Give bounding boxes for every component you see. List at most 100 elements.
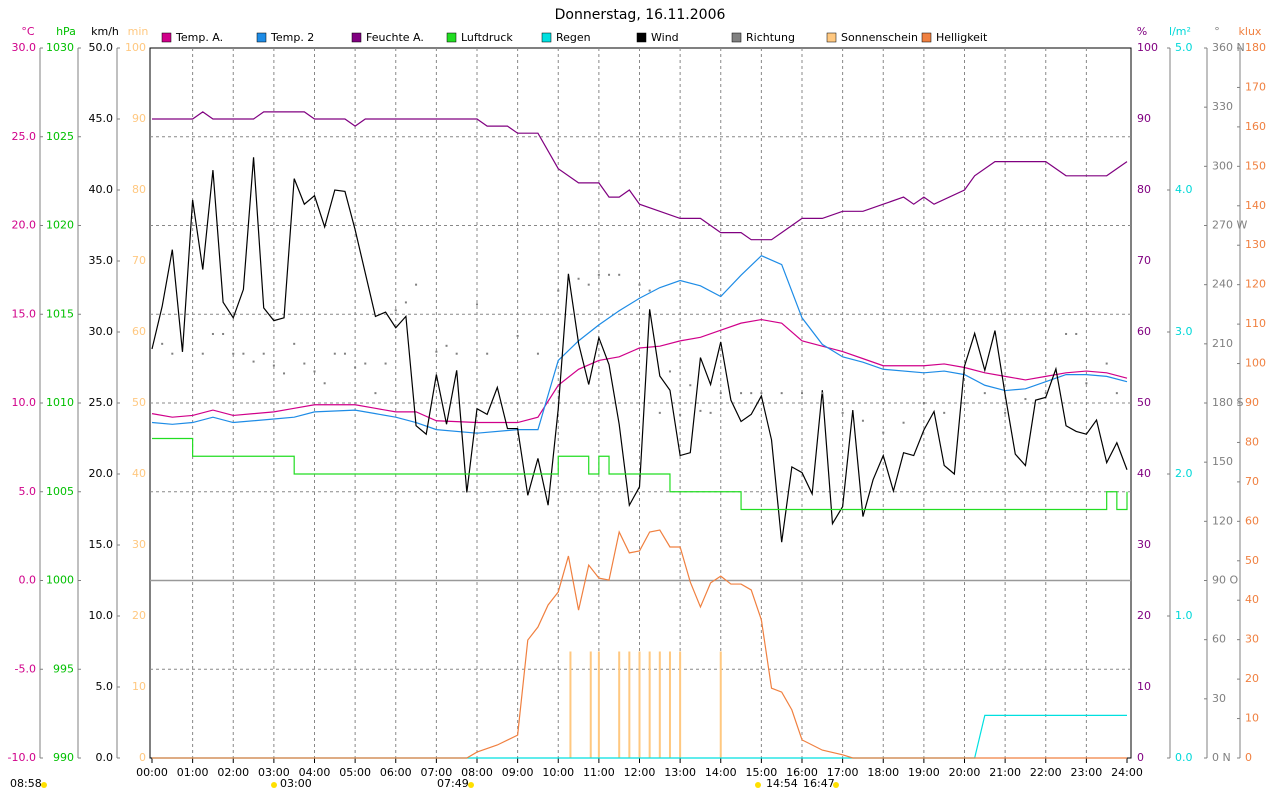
y-tick-label: 0 N [1212,751,1231,764]
y-tick-label: 70 [132,254,146,267]
direction-dot [303,362,306,365]
y-tick-label: 90 [132,112,146,125]
x-tick-label: 10:00 [542,766,574,779]
y-tick-label: 1025 [46,130,74,143]
direction-dot [557,289,560,292]
y-tick-label: 90 O [1212,574,1238,587]
direction-dot [476,303,478,306]
direction-dot [1024,398,1027,401]
x-tick-label: 00:00 [136,766,168,779]
y-tick-label: 2.0 [1175,467,1193,480]
y-tick-label: 1000 [46,574,74,587]
y-tick-label: 100 [125,41,146,54]
x-tick-label: 22:00 [1030,766,1062,779]
annotation: 07:49 [437,777,469,790]
direction-dot [252,360,255,363]
direction-dot [679,413,682,416]
y-tick-label: 15.0 [12,307,37,320]
direction-dot [760,392,763,395]
x-tick-label: 24:00 [1111,766,1143,779]
direction-dot [841,411,844,414]
axis-unit: km/h [91,25,119,38]
series-line [152,714,1127,759]
sunshine-bar [618,651,621,758]
direction-dot [597,273,600,276]
legend-label: Luftdruck [461,31,513,44]
y-tick-label: 330 [1212,100,1233,113]
direction-dot [415,283,418,286]
y-tick-label: 300 [1212,159,1233,172]
annotation: 03:00 [280,777,312,790]
direction-dot [587,283,590,286]
direction-dot [201,352,204,355]
y-tick-label: 70 [1245,475,1259,488]
x-tick-label: 02:00 [217,766,249,779]
x-tick-label: 07:00 [421,766,453,779]
chart-title: Donnerstag, 16.11.2006 [555,7,726,23]
y-tick-label: 270 W [1212,219,1247,232]
direction-dot [262,352,265,355]
legend-swatch [826,32,837,43]
direction-dot [232,352,235,355]
y-tick-label: 240 [1212,278,1233,291]
direction-dot [394,309,397,312]
direction-dot [740,392,743,395]
x-tick-label: 21:00 [989,766,1021,779]
y-tick-label: 120 [1245,278,1266,291]
x-tick-label: 06:00 [380,766,412,779]
legend-label: Richtung [746,31,795,44]
direction-dot [486,352,489,355]
direction-dot [293,342,296,345]
y-tick-label: 160 [1245,120,1266,133]
axis-unit: ° [1214,25,1220,38]
series-line [151,254,1128,434]
direction-dot [211,332,214,335]
sunshine-bar [658,651,661,758]
sunshine-bar [648,651,651,758]
y-tick-label: 180 [1245,41,1266,54]
x-tick-label: 11:00 [583,766,615,779]
y-tick-label: 4.0 [1175,183,1193,196]
direction-dot [222,332,225,335]
y-tick-label: 5.0 [19,485,37,498]
x-tick-label: 08:00 [461,766,493,779]
legend-label: Feuchte A. [366,31,424,44]
y-tick-label: 25.0 [89,396,114,409]
y-tick-label: 120 [1212,514,1233,527]
legend-swatch [921,32,932,43]
axis-unit: hPa [56,25,76,38]
x-tick-label: 19:00 [908,766,940,779]
sunshine-bar [589,651,592,758]
axis-unit: min [128,25,149,38]
direction-dot [323,382,326,385]
direction-dot [1004,411,1007,414]
legend-swatch [161,32,172,43]
annotation: 14:54 [766,777,798,790]
y-tick-label: 140 [1245,199,1266,212]
legend-label: Wind [651,31,679,44]
direction-dot [1065,332,1068,335]
y-tick-label: 5.0 [1175,41,1193,54]
direction-dot [648,289,651,292]
y-tick-label: 40 [132,467,146,480]
direction-dot [445,344,448,347]
direction-dot [516,334,519,337]
direction-dot [577,277,580,280]
y-tick-label: 990 [53,751,74,764]
y-tick-label: 150 [1212,455,1233,468]
y-tick-label: 100 [1137,41,1158,54]
direction-dot [272,364,275,367]
axis-unit: klux [1239,25,1262,38]
legend-label: Sonnenschein [841,31,918,44]
series-line [152,437,1128,511]
y-tick-label: 995 [53,662,74,675]
direction-dot [435,350,438,353]
series-line [151,318,1128,424]
direction-dot [801,392,803,395]
y-tick-label: 110 [1245,317,1266,330]
y-tick-label: 10 [1137,680,1151,693]
y-tick-label: 0.0 [19,574,37,587]
y-tick-label: 180 S [1212,396,1243,409]
y-tick-label: 80 [132,183,146,196]
y-tick-label: 30 [1245,633,1259,646]
